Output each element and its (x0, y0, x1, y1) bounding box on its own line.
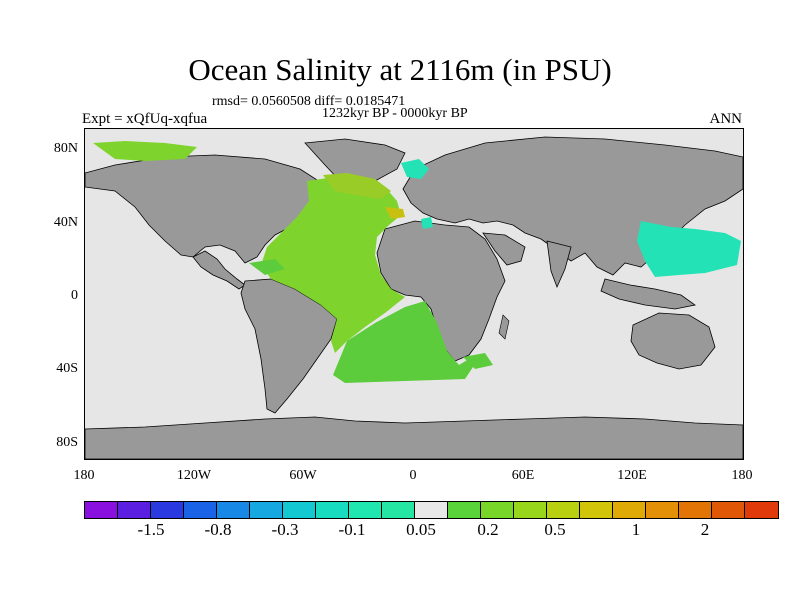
colorbar-swatch-16 (613, 502, 646, 518)
colorbar-swatch-9 (382, 502, 415, 518)
western-pacific-anomaly (637, 221, 741, 277)
colorbar-swatch-17 (646, 502, 679, 518)
x-tick-60e: 60E (511, 468, 535, 483)
colorbar-label: -1.5 (137, 520, 165, 539)
colorbar-label: 0.2 (477, 520, 499, 539)
colorbar-label: -0.1 (338, 520, 366, 539)
colorbar-swatch-3 (184, 502, 217, 518)
colorbar-label: 0.5 (544, 520, 566, 539)
mediterranean-anomaly (421, 217, 433, 229)
y-tick-40s: 40S (56, 361, 78, 376)
north-america (85, 154, 326, 264)
colorbar-swatch-14 (547, 502, 580, 518)
colorbar-swatch-1 (118, 502, 151, 518)
colorbar-swatch-7 (316, 502, 349, 518)
colorbar-swatch-11 (448, 502, 481, 518)
indonesia (600, 278, 696, 310)
x-tick-0: 0 (409, 468, 417, 483)
north-atlantic-anomaly (261, 177, 405, 353)
colorbar-swatch-8 (349, 502, 382, 518)
gold-patch (385, 207, 405, 219)
colorbar-swatch-12 (481, 502, 514, 518)
colorbar-label: 2 (700, 520, 710, 539)
colorbar-swatch-6 (283, 502, 316, 518)
colorbar-swatch-10 (415, 502, 448, 518)
south-america (240, 278, 338, 414)
colorbar-swatch-2 (151, 502, 184, 518)
africa (376, 220, 506, 362)
colorbar (84, 501, 779, 519)
experiment-label: Expt = xQfUq-xqfua (82, 111, 208, 127)
arctic-anomaly (93, 141, 197, 161)
madagascar (498, 314, 510, 340)
colorbar-swatch-15 (580, 502, 613, 518)
colorbar-swatch-5 (250, 502, 283, 518)
x-tick-120w: 120W (176, 468, 212, 483)
colorbar-label: -0.3 (271, 520, 299, 539)
x-tick-180e: 180 (731, 468, 753, 483)
colorbar-swatch-20 (745, 502, 778, 518)
colorbar-swatch-4 (217, 502, 250, 518)
south-atlantic-anomaly (333, 301, 481, 383)
colorbar-label: 1 (631, 520, 641, 539)
y-tick-0: 0 (71, 288, 78, 303)
australia (630, 312, 716, 370)
y-tick-40n: 40N (53, 215, 78, 230)
season-label: ANN (709, 111, 743, 127)
colorbar-swatch-18 (679, 502, 712, 518)
salinity-map (84, 128, 744, 460)
period-text: 1232kyr BP - 0000kyr BP (322, 106, 468, 121)
india (546, 240, 572, 289)
subpolar-anomaly (323, 173, 391, 199)
greenland (304, 138, 406, 192)
antarctica (85, 416, 743, 459)
colorbar-label: -0.8 (204, 520, 232, 539)
stats-text: rmsd= 0.0560508 diff= 0.0185471 (212, 94, 406, 109)
x-tick-120e: 120E (617, 468, 647, 483)
colorbar-swatch-0 (85, 502, 118, 518)
x-tick-60w: 60W (289, 468, 317, 483)
x-tick-180w: 180 (73, 468, 95, 483)
colorbar-swatch-13 (514, 502, 547, 518)
colorbar-swatch-19 (712, 502, 745, 518)
arabia (482, 232, 526, 266)
y-tick-80n: 80N (53, 141, 78, 156)
caribbean-anomaly (249, 259, 285, 275)
agulhas-anomaly (463, 353, 493, 369)
colorbar-label: 0.05 (406, 520, 436, 539)
plot-title: Ocean Salinity at 2116m (in PSU) (188, 52, 612, 87)
nordic-sea-anomaly (401, 159, 429, 179)
y-tick-80s: 80S (56, 435, 78, 450)
